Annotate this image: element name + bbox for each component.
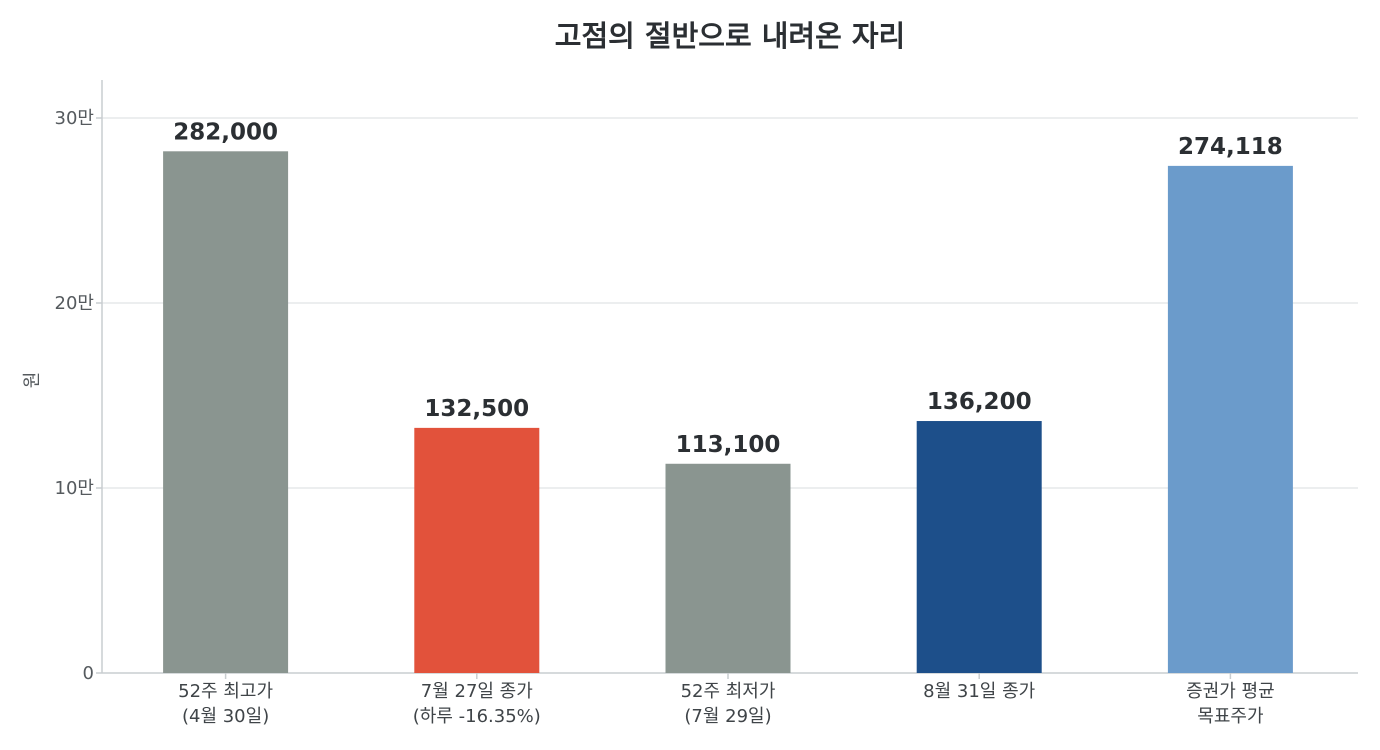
y-tick-label: 30만 bbox=[55, 108, 94, 129]
x-tick-label: (4월 30일) bbox=[182, 706, 269, 727]
y-tick-label: 20만 bbox=[55, 293, 94, 314]
data-label: 274,118 bbox=[1178, 134, 1283, 160]
bar bbox=[916, 421, 1042, 673]
bar bbox=[665, 463, 791, 673]
x-tick-label: 7월 27일 종가 bbox=[421, 681, 533, 702]
y-tick-label: 10만 bbox=[55, 478, 94, 499]
x-tick-label: (7월 29일) bbox=[684, 706, 771, 727]
y-tick-label: 0 bbox=[83, 663, 94, 684]
x-tick-label: 52주 최저가 bbox=[681, 681, 776, 702]
x-tick-label: 52주 최고가 bbox=[178, 681, 273, 702]
y-axis-label: 원 bbox=[22, 372, 43, 389]
x-axis-categories: 52주 최고가 (4월 30일) 7월 27일 종가 (하루 -16.35%) 52주 … bbox=[178, 681, 1275, 727]
bar bbox=[1167, 165, 1293, 673]
data-label: 132,500 bbox=[424, 396, 529, 422]
data-label: 113,100 bbox=[676, 432, 781, 458]
x-tick-label: (하루 -16.35%) bbox=[413, 706, 541, 727]
data-label: 282,000 bbox=[173, 119, 278, 145]
data-label: 136,200 bbox=[927, 389, 1032, 415]
bars bbox=[163, 151, 1293, 674]
data-labels: 282,000 132,500 113,100 136,200 274,118 bbox=[173, 119, 1283, 457]
x-tick-label: 8월 31일 종가 bbox=[923, 681, 1035, 702]
x-tick-label: 증권가 평균 bbox=[1186, 681, 1275, 702]
x-tick-label: 목표주가 bbox=[1197, 706, 1263, 727]
bar bbox=[163, 151, 289, 674]
chart-title: 고점의 절반으로 내려온 자리 bbox=[555, 19, 905, 53]
bar bbox=[414, 427, 540, 673]
